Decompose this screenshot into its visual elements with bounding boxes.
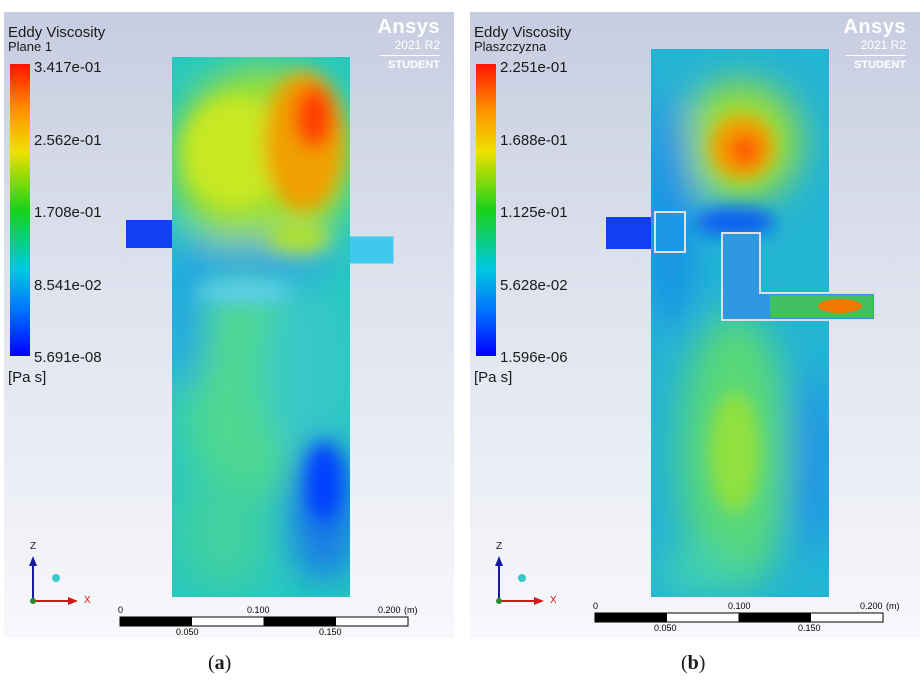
x-axis-label: X bbox=[550, 595, 557, 606]
origin-dot-b bbox=[496, 598, 502, 604]
view-sphere-a bbox=[52, 574, 60, 582]
legend-units: [Pa s] bbox=[8, 369, 47, 386]
logo-edition: STUDENT bbox=[854, 59, 906, 71]
legend-tick: 1.708e-01 bbox=[34, 204, 102, 221]
legend-tick: 5.691e-08 bbox=[34, 349, 102, 366]
z-axis-label: Z bbox=[30, 541, 37, 552]
inlet-pipe-a bbox=[126, 220, 178, 248]
z-axis-arrow-a bbox=[29, 556, 37, 566]
legend-tick: 1.688e-01 bbox=[500, 132, 568, 149]
scale-label: 0.050 bbox=[176, 627, 199, 637]
x-axis-arrow-b bbox=[534, 597, 544, 605]
legend-title: Eddy Viscosity bbox=[474, 24, 572, 41]
legend-title: Eddy Viscosity bbox=[8, 24, 106, 41]
legend-tick: 1.596e-06 bbox=[500, 349, 568, 366]
legend-units: [Pa s] bbox=[474, 369, 513, 386]
scale-label: 0 bbox=[593, 601, 599, 611]
x-axis-arrow-a bbox=[68, 597, 78, 605]
scale-unit: (m) bbox=[886, 601, 900, 611]
logo-rule bbox=[846, 55, 906, 56]
logo-rule bbox=[380, 55, 440, 56]
legend-tick: 2.562e-01 bbox=[34, 132, 102, 149]
ansys-logo: Ansys 2021 R2 STUDENT bbox=[377, 16, 440, 71]
legend-tick: 3.417e-01 bbox=[34, 59, 102, 76]
tank-body-a bbox=[172, 57, 350, 597]
scale-label: 0.150 bbox=[798, 623, 821, 633]
scale-seg-b1-dark bbox=[595, 613, 667, 622]
scale-unit: (m) bbox=[404, 605, 418, 615]
outlet-pipe-a bbox=[345, 235, 395, 265]
scale-seg-a1-dark bbox=[120, 617, 192, 626]
colorbar-a bbox=[10, 64, 30, 356]
z-axis-label: Z bbox=[496, 541, 503, 552]
legend-subtitle: Plane 1 bbox=[8, 39, 53, 54]
legend-tick: 2.251e-01 bbox=[500, 59, 568, 76]
logo-edition: STUDENT bbox=[388, 59, 440, 71]
contour-scene-b bbox=[476, 49, 884, 623]
contour-scene-a bbox=[10, 57, 409, 627]
caption-letter: b bbox=[687, 652, 699, 674]
outlet-hot-b bbox=[818, 299, 862, 313]
logo-version: 2021 R2 bbox=[394, 38, 440, 52]
scale-label: 0 bbox=[118, 605, 124, 615]
tank-body-b bbox=[651, 49, 829, 597]
scale-label: 0.100 bbox=[728, 601, 751, 611]
scale-label: 0.100 bbox=[247, 605, 270, 615]
legend-tick: 8.541e-02 bbox=[34, 277, 102, 294]
view-sphere-b bbox=[518, 574, 526, 582]
contour-panel-a: Eddy Viscosity Plane 1 3.417e-01 2.562e-… bbox=[4, 12, 454, 638]
caption-letter: a bbox=[214, 652, 225, 674]
scale-label: 0.200 bbox=[378, 605, 401, 615]
caption-b: (b) bbox=[681, 652, 706, 674]
legend-tick: 5.628e-02 bbox=[500, 277, 568, 294]
colorbar-b bbox=[476, 64, 496, 356]
scale-label: 0.200 bbox=[860, 601, 883, 611]
legend-tick: 1.125e-01 bbox=[500, 204, 568, 221]
scale-seg-a2-dark bbox=[264, 617, 336, 626]
logo-version: 2021 R2 bbox=[860, 38, 906, 52]
inlet-box-b bbox=[654, 211, 686, 253]
z-axis-arrow-b bbox=[495, 556, 503, 566]
scale-label: 0.150 bbox=[319, 627, 342, 637]
origin-dot-a bbox=[30, 598, 36, 604]
ansys-logo: Ansys 2021 R2 STUDENT bbox=[843, 16, 906, 71]
logo-name: Ansys bbox=[377, 16, 440, 38]
contour-panel-b: Eddy Viscosity Plaszczyzna 2.251e-01 1.6… bbox=[470, 12, 920, 638]
logo-name: Ansys bbox=[843, 16, 906, 38]
caption-a: (a) bbox=[208, 652, 232, 674]
x-axis-label: X bbox=[84, 595, 91, 606]
legend-subtitle: Plaszczyzna bbox=[474, 39, 547, 54]
scale-seg-b2-dark bbox=[739, 613, 811, 622]
scale-label: 0.050 bbox=[654, 623, 677, 633]
